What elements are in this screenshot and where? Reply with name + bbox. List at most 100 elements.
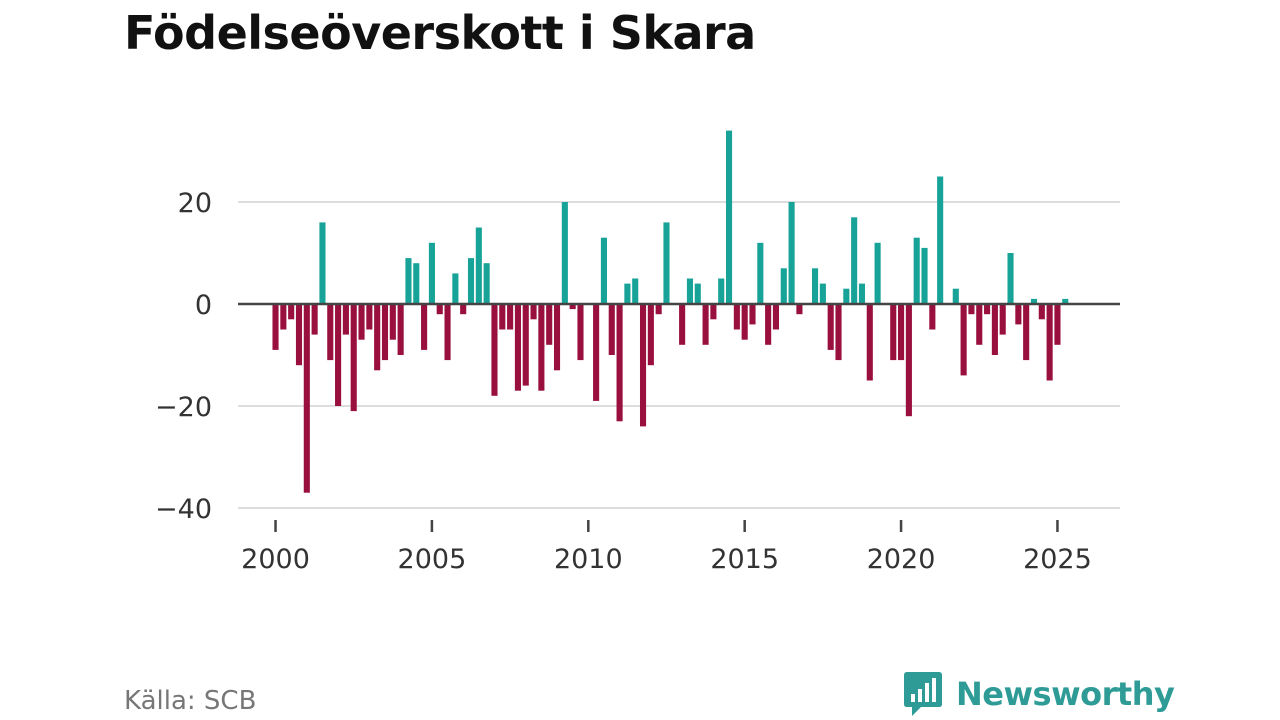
bar	[1046, 304, 1053, 381]
bar	[647, 304, 654, 366]
bar	[639, 304, 647, 427]
bar	[905, 304, 912, 417]
bar	[530, 304, 537, 320]
bar	[389, 304, 396, 340]
bar	[577, 304, 584, 361]
bar	[710, 304, 717, 320]
bar	[507, 304, 514, 330]
x-tick-label: 2010	[554, 544, 623, 575]
bar	[499, 304, 506, 330]
bar	[421, 304, 428, 350]
brand-logo[interactable]: Newsworthy	[902, 670, 1175, 718]
bar	[843, 288, 850, 304]
bar	[921, 247, 928, 304]
bar	[319, 222, 326, 304]
bar	[749, 304, 756, 325]
y-tick-label: −40	[155, 494, 212, 525]
bar	[1007, 253, 1014, 304]
y-tick-label: −20	[155, 392, 212, 423]
bar	[522, 304, 529, 386]
x-tick-label: 2020	[867, 544, 936, 575]
bar	[1023, 304, 1030, 361]
bar	[835, 304, 842, 361]
bar	[491, 304, 498, 396]
bar	[851, 217, 858, 304]
bar	[483, 263, 490, 304]
bar	[413, 263, 420, 304]
y-axis: 20 0 −20 −40	[155, 188, 212, 525]
bar	[788, 202, 795, 304]
bar	[984, 304, 991, 315]
brand-name: Newsworthy	[956, 675, 1175, 713]
bar	[428, 242, 435, 304]
bar	[827, 304, 834, 350]
bar	[952, 288, 959, 304]
bar	[538, 304, 545, 391]
bar	[686, 278, 693, 304]
bar	[866, 304, 873, 381]
bar	[1038, 304, 1045, 320]
bar	[1015, 304, 1022, 325]
y-tick-label: 20	[178, 188, 212, 219]
bar	[467, 258, 475, 304]
bar	[397, 304, 404, 355]
bar	[991, 304, 998, 355]
bar	[679, 304, 686, 345]
bar	[405, 258, 412, 304]
bar	[765, 304, 772, 345]
bar	[733, 304, 740, 330]
bar	[366, 304, 373, 330]
bar	[436, 304, 443, 315]
bar	[381, 304, 389, 361]
x-axis: 2000 2005 2010 2015 2020 2025	[241, 520, 1092, 575]
bar	[968, 304, 975, 315]
x-tick-label: 2005	[398, 544, 467, 575]
bar	[280, 304, 287, 330]
bar	[569, 304, 576, 310]
bar	[890, 304, 897, 361]
bar	[608, 304, 615, 355]
bar	[663, 222, 670, 304]
bar	[999, 304, 1006, 335]
source-note: Källa: SCB	[124, 686, 257, 716]
bar	[655, 304, 662, 315]
bar	[335, 304, 342, 406]
bar	[444, 304, 451, 361]
bar	[350, 304, 357, 412]
bar	[757, 242, 764, 304]
bar	[632, 278, 639, 304]
bar	[741, 304, 748, 340]
bar	[1054, 304, 1061, 345]
bar	[796, 304, 803, 315]
bars	[272, 130, 1069, 493]
bar	[295, 304, 303, 366]
bar	[288, 304, 295, 320]
bar	[960, 304, 967, 376]
bar	[374, 304, 381, 371]
bar	[1062, 298, 1069, 304]
x-tick-label: 2000	[241, 544, 310, 575]
bar-chart: 20 0 −20 −40 2000 2005 2010 2015 2020 2025	[155, 130, 1120, 575]
bar	[475, 227, 482, 304]
bar	[937, 176, 944, 304]
bar	[514, 304, 521, 391]
chart-title: Födelseöverskott i Skara	[124, 6, 756, 60]
gridlines	[238, 201, 1120, 509]
bar	[812, 268, 819, 304]
bar	[460, 304, 467, 315]
x-tick-label: 2025	[1023, 544, 1092, 575]
y-tick-label: 0	[195, 290, 212, 321]
bar	[694, 283, 701, 304]
bar	[553, 304, 561, 371]
bar	[718, 278, 725, 304]
bar	[898, 304, 905, 361]
bar	[1030, 298, 1038, 304]
bar	[772, 304, 780, 330]
bar	[358, 304, 365, 340]
bar	[616, 304, 623, 422]
x-tick-label: 2015	[710, 544, 779, 575]
bar	[780, 268, 787, 304]
bar	[929, 304, 936, 330]
bar	[819, 283, 826, 304]
bar	[725, 130, 733, 304]
